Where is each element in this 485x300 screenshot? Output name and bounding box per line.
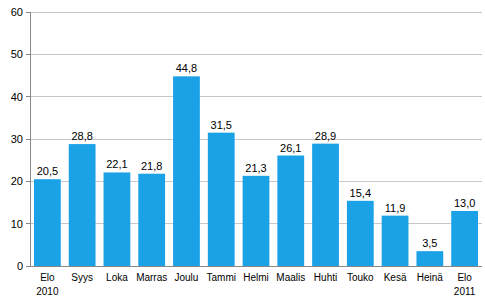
y-tick-label: 0 xyxy=(17,260,23,272)
x-tick-label: Elo xyxy=(40,272,55,283)
y-tick-label: 60 xyxy=(11,6,23,18)
x-tick-label: Marras xyxy=(136,272,167,283)
chart-svg: 0 10 20 30 40 50 60 20,5 28,8 22,1 21,8 44,8 31,5 21,… xyxy=(0,0,485,300)
data-label: 28,9 xyxy=(315,130,336,142)
grid-line xyxy=(30,54,482,55)
tick-mark xyxy=(26,54,30,55)
data-label: 21,8 xyxy=(141,160,162,172)
y-axis xyxy=(30,12,31,266)
bars xyxy=(34,76,478,266)
bar xyxy=(34,179,61,266)
grid-line xyxy=(30,12,482,13)
bar xyxy=(416,251,443,266)
y-tick-label: 50 xyxy=(11,48,23,60)
data-label: 21,3 xyxy=(245,162,266,174)
tick-mark xyxy=(26,223,30,224)
grid-line xyxy=(30,96,482,97)
year-label: 2011 xyxy=(454,286,476,297)
x-tick-label: Loka xyxy=(106,272,128,283)
bar xyxy=(69,144,96,266)
bar xyxy=(104,172,131,266)
data-label: 3,5 xyxy=(422,237,437,249)
bar xyxy=(451,211,478,266)
data-label: 22,1 xyxy=(106,158,127,170)
tick-mark xyxy=(26,139,30,140)
bar xyxy=(138,174,165,266)
bar xyxy=(173,76,200,266)
tick-mark xyxy=(26,12,30,13)
bar xyxy=(347,201,374,266)
x-tick-label: Helmi xyxy=(243,272,269,283)
bar xyxy=(243,176,270,266)
y-tick-label: 10 xyxy=(11,218,23,230)
bar xyxy=(312,144,339,266)
chart-container: 0 10 20 30 40 50 60 20,5 28,8 22,1 21,8 44,8 31,5 21,… xyxy=(0,0,485,300)
y-tick-label: 40 xyxy=(11,91,23,103)
x-tick-label: Elo xyxy=(457,272,472,283)
data-label: 44,8 xyxy=(176,62,197,74)
tick-mark xyxy=(26,96,30,97)
bar xyxy=(277,156,304,266)
data-label: 15,4 xyxy=(350,187,371,199)
bar xyxy=(382,216,409,266)
y-tick-label: 30 xyxy=(11,133,23,145)
data-label: 13,0 xyxy=(454,197,475,209)
data-label: 11,9 xyxy=(385,202,406,214)
x-axis xyxy=(30,266,482,267)
data-label: 26,1 xyxy=(280,142,301,154)
grid-line xyxy=(30,139,482,140)
data-label: 20,5 xyxy=(37,165,58,177)
data-label: 28,8 xyxy=(71,130,92,142)
y-tick-label: 20 xyxy=(11,175,23,187)
x-tick-label: Syys xyxy=(71,272,93,283)
tick-mark xyxy=(26,266,30,267)
data-label: 31,5 xyxy=(211,119,232,131)
x-tick-label: Joulu xyxy=(175,272,199,283)
x-tick-label: Kesä xyxy=(384,272,407,283)
x-tick-label: Maalis xyxy=(276,272,305,283)
x-tick-label: Huhti xyxy=(314,272,337,283)
x-tick-label: Heinä xyxy=(417,272,444,283)
bar xyxy=(208,133,235,266)
tick-mark xyxy=(26,181,30,182)
x-tick-label: Tammi xyxy=(207,272,236,283)
year-label: 2010 xyxy=(36,286,59,297)
x-tick-label: Touko xyxy=(347,272,374,283)
grid-line xyxy=(30,266,482,267)
